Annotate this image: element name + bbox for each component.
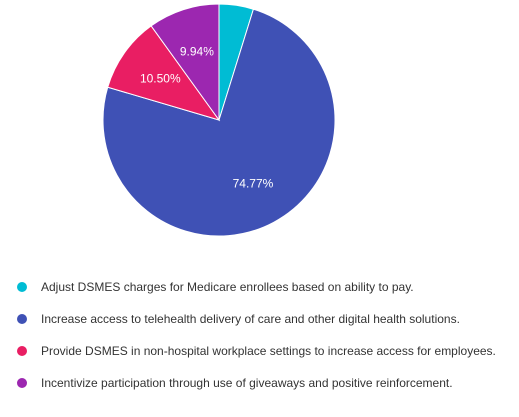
pie-slice-workplace-dsmes[interactable] — [107, 25, 221, 121]
slice-label-incentivize-participation: 9.94% — [180, 45, 214, 59]
legend-swatch — [17, 378, 27, 388]
legend-item-adjust-dsmes-charges[interactable]: Adjust DSMES charges for Medicare enroll… — [17, 279, 496, 295]
slice-label-telehealth-access: 74.77% — [233, 176, 274, 190]
legend-label: Adjust DSMES charges for Medicare enroll… — [41, 280, 414, 294]
pie-chart: 74.77% 10.50% 9.94% — [102, 3, 336, 237]
legend-item-incentivize-participation[interactable]: Incentivize participation through use of… — [17, 375, 496, 391]
legend-item-telehealth-access[interactable]: Increase access to telehealth delivery o… — [17, 311, 496, 327]
legend-item-workplace-dsmes[interactable]: Provide DSMES in non-hospital workplace … — [17, 343, 496, 359]
legend-swatch — [17, 282, 27, 292]
legend-label: Provide DSMES in non-hospital workplace … — [41, 344, 496, 358]
legend-swatch — [17, 346, 27, 356]
legend-label: Increase access to telehealth delivery o… — [41, 312, 460, 326]
legend-swatch — [17, 314, 27, 324]
slice-label-workplace-dsmes: 10.50% — [140, 71, 181, 85]
legend-label: Incentivize participation through use of… — [41, 376, 453, 390]
pie-slice-incentivize-participation[interactable] — [150, 3, 220, 122]
chart-legend: Adjust DSMES charges for Medicare enroll… — [17, 279, 496, 407]
pie-slice-telehealth-access[interactable] — [102, 8, 336, 237]
